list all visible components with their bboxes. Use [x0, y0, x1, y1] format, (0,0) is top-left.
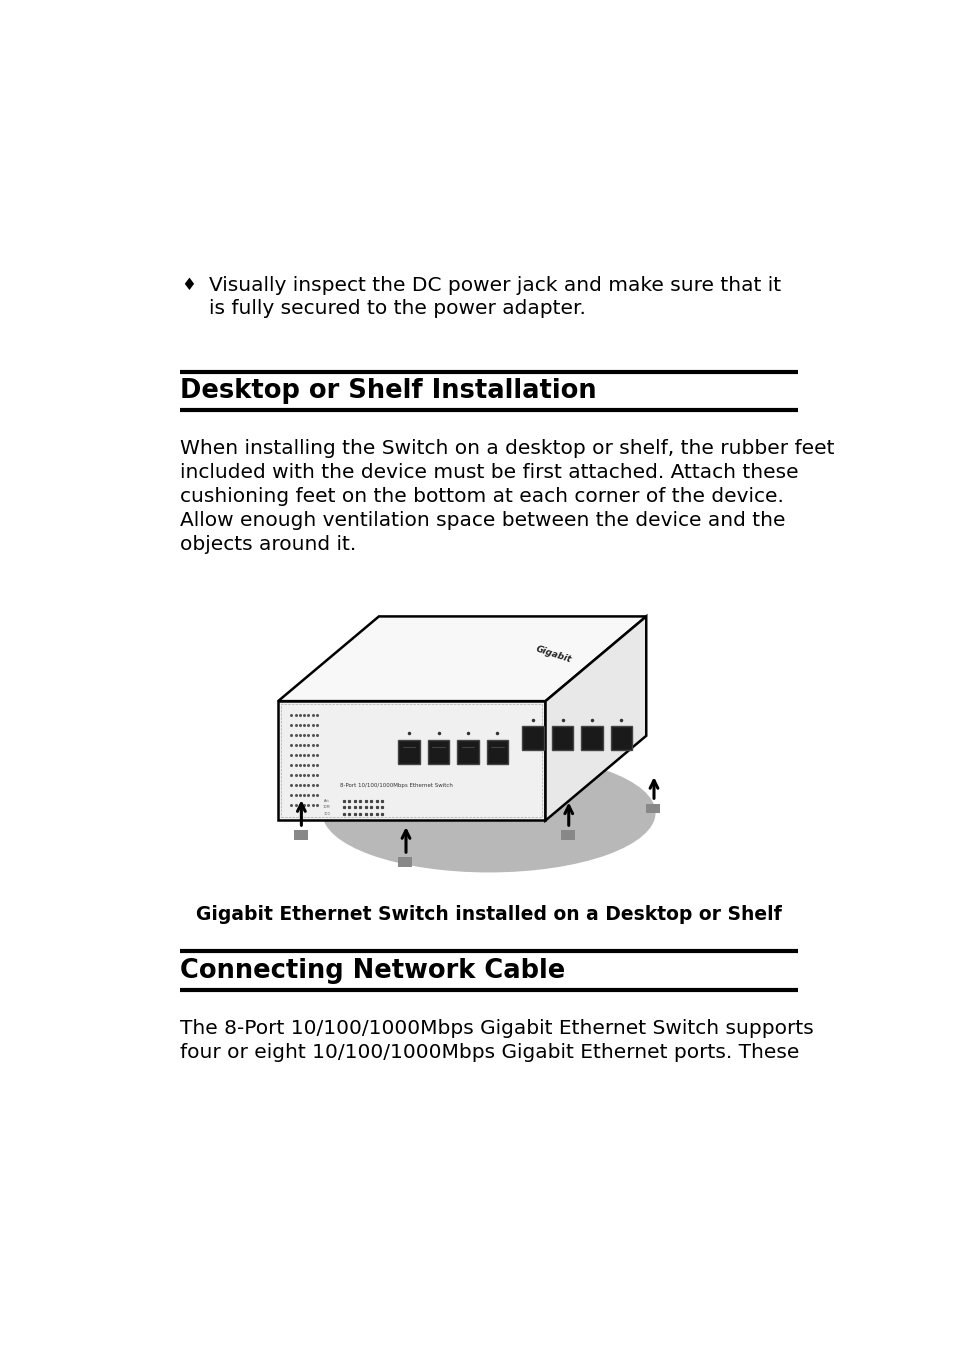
Text: Desktop or Shelf Installation: Desktop or Shelf Installation: [180, 378, 596, 404]
Polygon shape: [545, 616, 645, 820]
Text: ♦: ♦: [181, 276, 196, 295]
FancyBboxPatch shape: [486, 739, 508, 765]
FancyBboxPatch shape: [456, 739, 478, 765]
Text: is fully secured to the power adapter.: is fully secured to the power adapter.: [209, 299, 585, 319]
Ellipse shape: [322, 753, 655, 873]
Text: included with the device must be first attached. Attach these: included with the device must be first a…: [180, 463, 798, 482]
Text: When installing the Switch on a desktop or shelf, the rubber feet: When installing the Switch on a desktop …: [180, 439, 834, 458]
FancyBboxPatch shape: [560, 831, 575, 840]
Text: four or eight 10/100/1000Mbps Gigabit Ethernet ports. These: four or eight 10/100/1000Mbps Gigabit Et…: [180, 1043, 799, 1062]
Text: Gigabit: Gigabit: [534, 644, 572, 665]
Text: The 8-Port 10/100/1000Mbps Gigabit Ethernet Switch supports: The 8-Port 10/100/1000Mbps Gigabit Ether…: [180, 1019, 813, 1038]
Text: Allow enough ventilation space between the device and the: Allow enough ventilation space between t…: [180, 511, 784, 530]
Text: 10M: 10M: [322, 805, 330, 809]
FancyBboxPatch shape: [610, 725, 632, 750]
Polygon shape: [278, 616, 645, 701]
FancyBboxPatch shape: [294, 831, 307, 840]
FancyBboxPatch shape: [427, 739, 449, 765]
Text: cushioning feet on the bottom at each corner of the device.: cushioning feet on the bottom at each co…: [180, 488, 783, 507]
Text: Gigabit Ethernet Switch installed on a Desktop or Shelf: Gigabit Ethernet Switch installed on a D…: [196, 905, 781, 924]
Text: Act: Act: [324, 800, 330, 804]
Text: 100: 100: [323, 812, 330, 816]
Text: Connecting Network Cable: Connecting Network Cable: [180, 958, 564, 984]
FancyBboxPatch shape: [397, 858, 412, 867]
Text: objects around it.: objects around it.: [180, 535, 355, 554]
FancyBboxPatch shape: [397, 739, 419, 765]
Text: 8-Port 10/100/1000Mbps Ethernet Switch: 8-Port 10/100/1000Mbps Ethernet Switch: [340, 784, 453, 789]
Text: Visually inspect the DC power jack and make sure that it: Visually inspect the DC power jack and m…: [209, 276, 781, 295]
FancyBboxPatch shape: [551, 725, 573, 750]
Polygon shape: [278, 701, 545, 820]
FancyBboxPatch shape: [580, 725, 602, 750]
FancyBboxPatch shape: [521, 725, 543, 750]
FancyBboxPatch shape: [645, 804, 659, 813]
